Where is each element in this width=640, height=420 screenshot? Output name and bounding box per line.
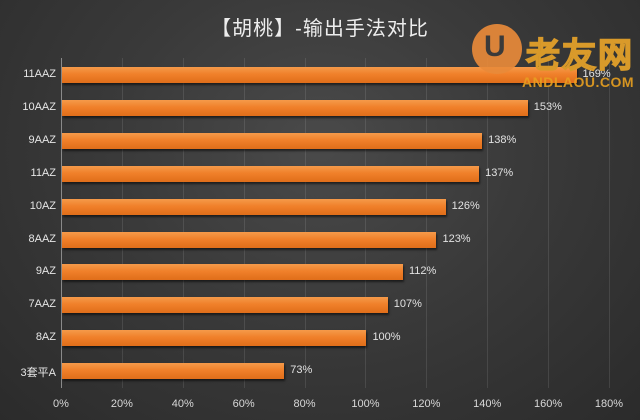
gridline — [121, 58, 123, 388]
gridline — [548, 58, 550, 388]
x-tick-label: 80% — [293, 398, 316, 410]
gridline — [609, 58, 610, 388]
bar-value-label: 153% — [533, 100, 562, 113]
bar-value-label: 137% — [485, 166, 514, 179]
bar-row: 112% — [61, 264, 609, 281]
category-label: 10AAZ — [22, 100, 56, 113]
plot-area: 169% 153% 138% 137% 126% 123% 112% 107% 100% 73% — [61, 58, 611, 388]
y-axis-line — [61, 58, 62, 388]
bar — [62, 198, 446, 215]
bar — [62, 363, 285, 380]
bar-row: 100% — [61, 330, 609, 347]
gridline — [182, 58, 184, 388]
bar-row: 126% — [61, 198, 609, 215]
bar-row: 169% — [61, 67, 611, 83]
bar-value-label: 123% — [442, 232, 471, 245]
category-label: 3套平A — [20, 367, 56, 380]
gridline — [304, 58, 306, 388]
gridline — [243, 58, 245, 388]
x-tick-label: 40% — [171, 398, 194, 410]
x-tick-label: 0% — [53, 398, 69, 410]
bar-row: 137% — [61, 165, 609, 182]
bar-value-label: 169% — [582, 68, 611, 80]
x-tick-label: 100% — [351, 398, 380, 410]
gridline — [365, 58, 367, 388]
bar — [62, 132, 483, 149]
x-tick-label: 60% — [232, 398, 255, 410]
category-label: 9AAZ — [28, 133, 56, 146]
bar-value-label: 138% — [488, 133, 517, 146]
bar-value-label: 107% — [393, 298, 422, 311]
bar — [62, 297, 388, 314]
x-tick-label: 180% — [594, 398, 624, 410]
chart-title: 【胡桃】-输出手法对比 — [211, 18, 429, 40]
bar — [62, 330, 367, 347]
category-label: 11AAZ — [23, 68, 56, 80]
gridline — [426, 58, 428, 388]
bar — [62, 231, 437, 248]
category-label: 9AZ — [35, 265, 56, 278]
category-label: 11AZ — [30, 166, 56, 179]
bar-row: 73% — [61, 363, 609, 380]
bar-value-label: 112% — [408, 265, 437, 278]
bar-row: 138% — [61, 132, 609, 149]
category-label: 10AZ — [29, 199, 56, 212]
bar-value-label: 73% — [290, 364, 313, 377]
x-tick-label: 120% — [412, 398, 441, 410]
category-label: 8AZ — [35, 331, 56, 344]
bar-value-label: 126% — [451, 199, 480, 212]
bar-row: 153% — [61, 99, 609, 116]
category-label: 8AAZ — [28, 232, 56, 245]
bar-row: 107% — [61, 297, 609, 314]
bar-value-label: 100% — [372, 331, 401, 344]
bar — [62, 165, 480, 182]
x-tick-label: 140% — [473, 398, 502, 410]
bar — [62, 67, 577, 83]
x-tick-label: 160% — [534, 398, 563, 410]
bar — [62, 99, 528, 116]
bar — [62, 264, 403, 281]
category-label: 7AAZ — [28, 298, 56, 311]
bar-row: 123% — [61, 231, 609, 248]
gridline — [487, 58, 489, 388]
x-tick-label: 20% — [110, 398, 133, 410]
